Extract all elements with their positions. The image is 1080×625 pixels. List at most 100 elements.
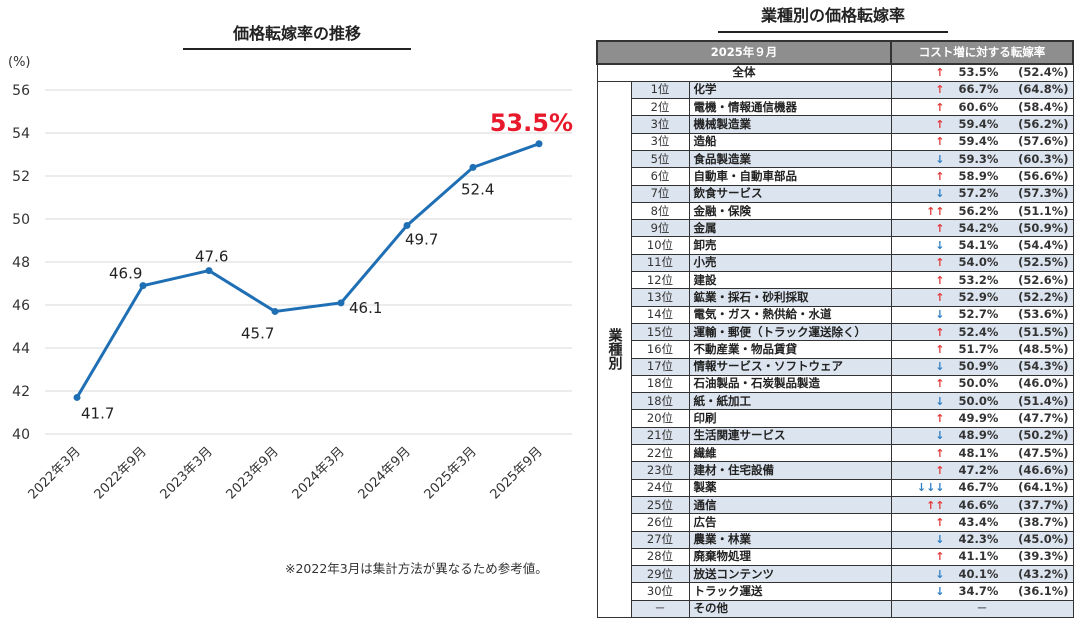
industry-name: 石油製品・石炭製品製造 <box>688 374 892 394</box>
rate-value: 47.2% <box>958 462 999 477</box>
rate-value: 50.9% <box>958 359 999 374</box>
table-row: 16位 不動産業・物品賃貸 ↑ 51.7% (48.5%) <box>597 340 1074 359</box>
trend-arrow-icon: ↑ <box>935 256 945 270</box>
prev-value: (47.5%) <box>1018 445 1069 460</box>
industry-name: 生活関連サービス <box>688 426 892 446</box>
data-point <box>469 163 477 171</box>
rank: 17位 <box>630 357 690 376</box>
trend-arrow-icon: ↓↓↓ <box>916 481 945 495</box>
prev-value: (39.3%) <box>1018 549 1069 564</box>
x-tick-label: 2023年9月 <box>224 444 282 502</box>
trend-arrow-icon: ↓ <box>935 187 945 201</box>
trend-arrow-icon: ↓ <box>935 239 945 253</box>
rank: 3位 <box>630 115 690 134</box>
rate-value: － <box>890 599 1074 619</box>
prev-value: (51.1%) <box>1018 203 1069 218</box>
rate-value: 57.2% <box>958 186 999 201</box>
prev-value: (50.2%) <box>1018 428 1069 443</box>
rank: 5位 <box>630 149 690 169</box>
prev-value: (57.6%) <box>1018 134 1069 149</box>
industry-name: 農業・林業 <box>688 530 892 549</box>
rank: 24位 <box>630 478 690 497</box>
trend-arrow-icon: ↑↑ <box>926 498 945 512</box>
rank: 26位 <box>630 513 690 532</box>
prev-value: (43.2%) <box>1018 566 1069 581</box>
rank: 16位 <box>630 340 690 359</box>
table-row: 業種別 1位 化学 ↑ 66.7% (64.8%) <box>596 80 1074 619</box>
rank: 21位 <box>630 426 690 446</box>
x-tick-label: 2024年9月 <box>356 444 414 502</box>
industry-table: 2025年９月 コスト増に対する転嫁率 全体 ↑ 53.5% (52.4%) 業種別 1位… <box>595 40 1075 619</box>
x-tick-label: 2023年3月 <box>158 444 216 502</box>
rate-value: 48.9% <box>958 428 999 443</box>
industry-name: 機械製造業 <box>688 115 892 134</box>
industry-name: 運輸・郵便（トラック運送除く） <box>688 322 892 342</box>
table-row: 17位 情報サービス・ソフトウェア ↓ 50.9% (54.3%) <box>597 357 1074 376</box>
rate-value: 59.4% <box>958 134 999 149</box>
industry-name: トラック運送 <box>688 582 892 601</box>
table-row-other: －その他－ <box>597 599 1074 619</box>
prev-value: (50.9%) <box>1018 220 1069 235</box>
data-label: 41.7 <box>81 404 114 422</box>
rate-value: 40.1% <box>958 566 999 581</box>
trend-arrow-icon: ↓ <box>935 308 945 322</box>
trend-arrow-icon: ↓ <box>935 152 945 166</box>
prev-value: (54.3%) <box>1018 359 1069 374</box>
rate-value: 59.4% <box>958 117 999 132</box>
y-tick-label: 54 <box>12 126 30 142</box>
x-tick-label: 2025年9月 <box>488 444 546 502</box>
trend-arrow-icon: ↑ <box>935 550 945 564</box>
table-row: 27位 農業・林業 ↓ 42.3% (45.0%) <box>597 530 1074 549</box>
rate-value: 48.1% <box>958 445 999 460</box>
table-row: 14位 電気・ガス・熱供給・水道 ↓ 52.7% (53.6%) <box>597 305 1074 324</box>
rank: 18位 <box>630 392 690 411</box>
prev-value: (64.1%) <box>1018 480 1069 495</box>
rate-value: 42.3% <box>958 532 999 547</box>
rate-value: 46.6% <box>958 497 999 512</box>
y-tick-label: 48 <box>12 255 30 271</box>
industry-name: 通信 <box>688 495 892 515</box>
industry-name: 金属 <box>688 219 892 238</box>
y-tick-label: 50 <box>12 212 30 228</box>
rate-value: 43.4% <box>958 514 999 529</box>
table-title: 業種別の価格転嫁率 <box>760 6 905 25</box>
rank: 14位 <box>630 305 690 324</box>
table-row: 15位 運輸・郵便（トラック運送除く） ↑ 52.4% (51.5%) <box>597 322 1074 342</box>
industry-name: 自動車・自動車部品 <box>688 167 892 186</box>
trend-arrow-icon: ↓ <box>935 567 945 581</box>
industry-name: 電機・情報通信機器 <box>688 98 892 117</box>
rate-value: 52.9% <box>958 290 999 304</box>
header-rate: コスト増に対する転嫁率 <box>890 40 1075 65</box>
rate-value: 59.3% <box>958 151 999 166</box>
industry-name: 卸売 <box>688 236 892 255</box>
industry-name: 不動産業・物品賃貸 <box>688 340 892 359</box>
trend-arrow-icon: ↑ <box>935 118 945 132</box>
table-row-total: 全体 ↑ 53.5% (52.4%) <box>596 62 1074 82</box>
trend-arrow-icon: ↑ <box>935 169 945 183</box>
header-period: 2025年９月 <box>595 40 893 65</box>
rank: 27位 <box>630 530 690 549</box>
rank: － <box>630 599 690 619</box>
group-label: 業種別 <box>596 80 632 619</box>
industry-name: 建設 <box>688 271 892 290</box>
prev-value: (46.0%) <box>1018 376 1069 391</box>
prev-value: (60.3%) <box>1018 151 1069 166</box>
table-row: 18位 石油製品・石炭製品製造 ↑ 50.0% (46.0%) <box>597 374 1074 394</box>
prev-value: (51.4%) <box>1018 393 1069 408</box>
table-row: 18位 紙・紙加工 ↓ 50.0% (51.4%) <box>597 392 1074 411</box>
data-label: 45.7 <box>241 324 274 342</box>
y-tick-label: 56 <box>12 83 30 99</box>
rank: 18位 <box>630 374 690 394</box>
rate-value: 50.0% <box>958 393 999 408</box>
rank: 29位 <box>630 565 690 584</box>
trend-arrow-icon: ↑ <box>935 446 945 460</box>
industry-name: 放送コンテンツ <box>688 565 892 584</box>
rank: 8位 <box>630 201 690 221</box>
data-point <box>403 221 411 229</box>
industry-name: 小売 <box>688 253 892 273</box>
y-tick-label: 40 <box>12 427 30 443</box>
industry-name: 造船 <box>688 132 892 151</box>
data-label-highlight: 53.5% <box>490 109 573 137</box>
industry-name: 飲食サービス <box>688 184 892 203</box>
